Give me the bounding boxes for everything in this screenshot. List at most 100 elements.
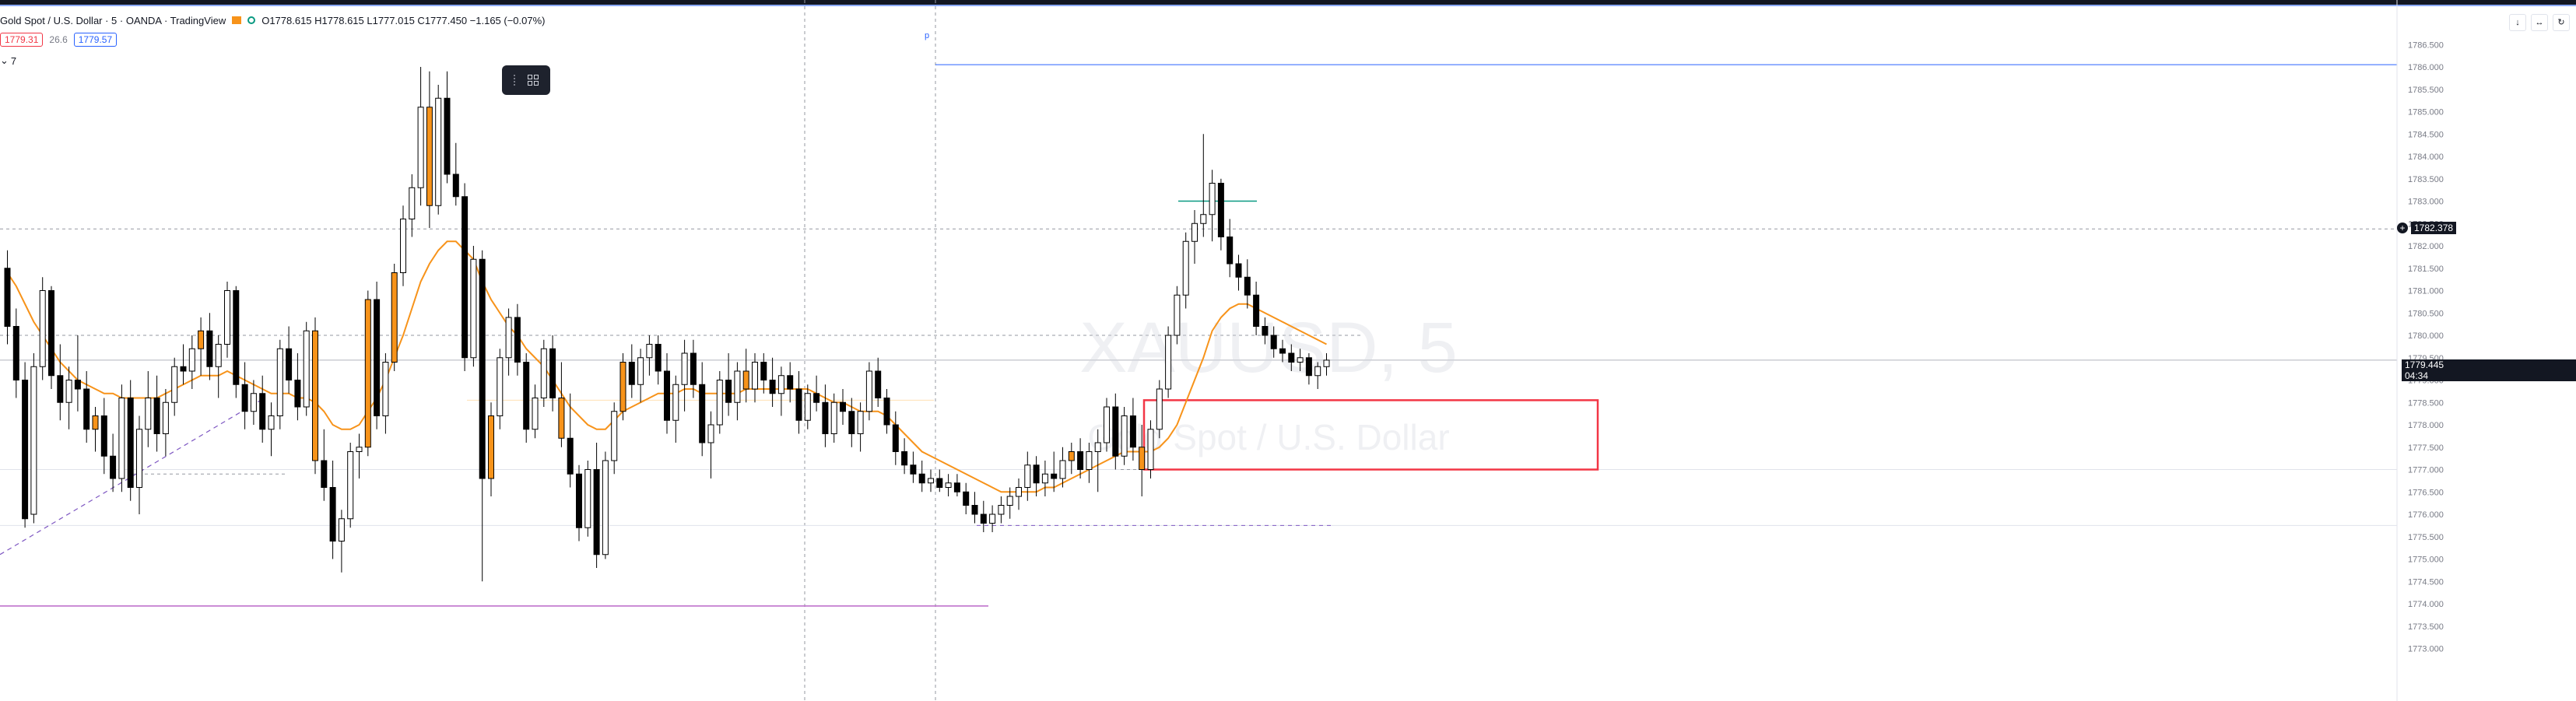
candle-body	[391, 272, 398, 363]
candle-body	[347, 451, 354, 520]
candle	[1006, 487, 1013, 519]
candle-body	[883, 398, 890, 426]
candle	[1094, 429, 1101, 492]
price-tick-label: 1786.500	[2408, 40, 2444, 50]
candle-body	[488, 415, 494, 479]
candle	[224, 282, 230, 358]
candle-body	[865, 370, 872, 412]
spread-value: 26.6	[49, 34, 68, 45]
pin-icon[interactable]: p	[925, 31, 930, 40]
resize-icon[interactable]: ↔	[2531, 14, 2548, 31]
candle	[1244, 259, 1251, 309]
candle	[804, 384, 811, 429]
price-tick-label: 1775.500	[2408, 533, 2444, 542]
candle	[742, 349, 749, 403]
candle-body	[286, 348, 293, 380]
candle-body	[435, 97, 442, 206]
candle	[1270, 326, 1277, 358]
candle-body	[162, 401, 169, 434]
line-price-tag: + 1782.378	[2397, 222, 2457, 234]
candle	[865, 362, 872, 421]
candle	[1086, 443, 1093, 483]
candle	[1305, 353, 1312, 385]
candle-body	[497, 357, 504, 416]
candle-body	[804, 393, 811, 421]
candle	[1156, 380, 1163, 439]
candle-body	[918, 473, 925, 484]
plus-icon[interactable]: +	[2397, 223, 2408, 233]
candle-body	[707, 424, 714, 443]
market-status-icon[interactable]	[247, 16, 256, 24]
sell-button[interactable]: 1779.31	[0, 33, 44, 47]
candle	[241, 362, 248, 429]
indicator-toggle[interactable]: ⌄ 7	[0, 54, 16, 67]
candle	[989, 505, 996, 532]
candle-body	[945, 482, 952, 488]
candle-body	[1244, 276, 1251, 296]
candle	[145, 371, 152, 447]
buy-button[interactable]: 1779.57	[73, 33, 118, 47]
candle	[1051, 451, 1058, 492]
candle	[787, 362, 794, 403]
candle	[945, 474, 952, 496]
candle	[329, 461, 336, 559]
candle-body	[188, 348, 195, 372]
candle-body	[716, 380, 723, 426]
drag-handle-icon[interactable]	[514, 75, 520, 86]
candle	[540, 339, 547, 407]
candle-body	[1059, 460, 1066, 479]
download-icon[interactable]: ↓	[2509, 14, 2526, 31]
candle-body	[233, 290, 240, 385]
drawing-toolbar[interactable]	[502, 65, 550, 95]
candle	[980, 500, 987, 532]
candle-body	[558, 398, 565, 439]
price-tick-label: 1778.000	[2408, 421, 2444, 430]
candle-body	[637, 357, 644, 385]
candle-body	[1182, 240, 1189, 296]
candle	[1227, 219, 1234, 278]
candle-body	[1191, 223, 1198, 242]
candle	[312, 317, 318, 475]
candle-body	[777, 375, 784, 394]
candle	[1323, 353, 1330, 376]
window-top-bar	[0, 0, 2576, 5]
candle	[681, 339, 688, 412]
candle	[347, 443, 354, 528]
candle	[1217, 178, 1224, 251]
candle-body	[681, 352, 688, 385]
candle	[637, 349, 644, 403]
candle-body	[795, 388, 802, 421]
symbol-title[interactable]: Gold Spot / U.S. Dollar · 5 · OANDA · Tr…	[0, 14, 226, 26]
candle	[928, 469, 934, 492]
price-tick-label: 1783.500	[2408, 175, 2444, 184]
candle-body	[1279, 348, 1286, 354]
candle	[479, 250, 486, 582]
candle-body	[268, 415, 275, 430]
candle	[83, 371, 90, 443]
candle-body	[224, 290, 230, 345]
candle-body	[813, 393, 820, 403]
candle-body	[1297, 357, 1304, 363]
candle	[1253, 282, 1260, 335]
candle	[391, 264, 398, 371]
candle	[374, 282, 381, 429]
candle	[1191, 210, 1198, 264]
candle-body	[540, 348, 547, 398]
price-tick-label: 1775.000	[2408, 556, 2444, 565]
candle-body	[110, 455, 117, 479]
candle-body	[998, 505, 1005, 515]
object-tree-icon[interactable]	[528, 75, 539, 86]
price-tick-label: 1783.000	[2408, 198, 2444, 207]
candle-body	[356, 447, 363, 452]
candle	[1024, 451, 1031, 501]
flag-icon	[232, 16, 242, 24]
refresh-icon[interactable]: ↻	[2553, 14, 2570, 31]
candle-body	[312, 330, 318, 461]
candle-body	[83, 388, 90, 430]
drawings	[0, 64, 2397, 607]
candle	[198, 317, 205, 376]
candle	[1165, 326, 1172, 398]
candle-body	[593, 469, 600, 556]
candle	[1129, 398, 1136, 461]
